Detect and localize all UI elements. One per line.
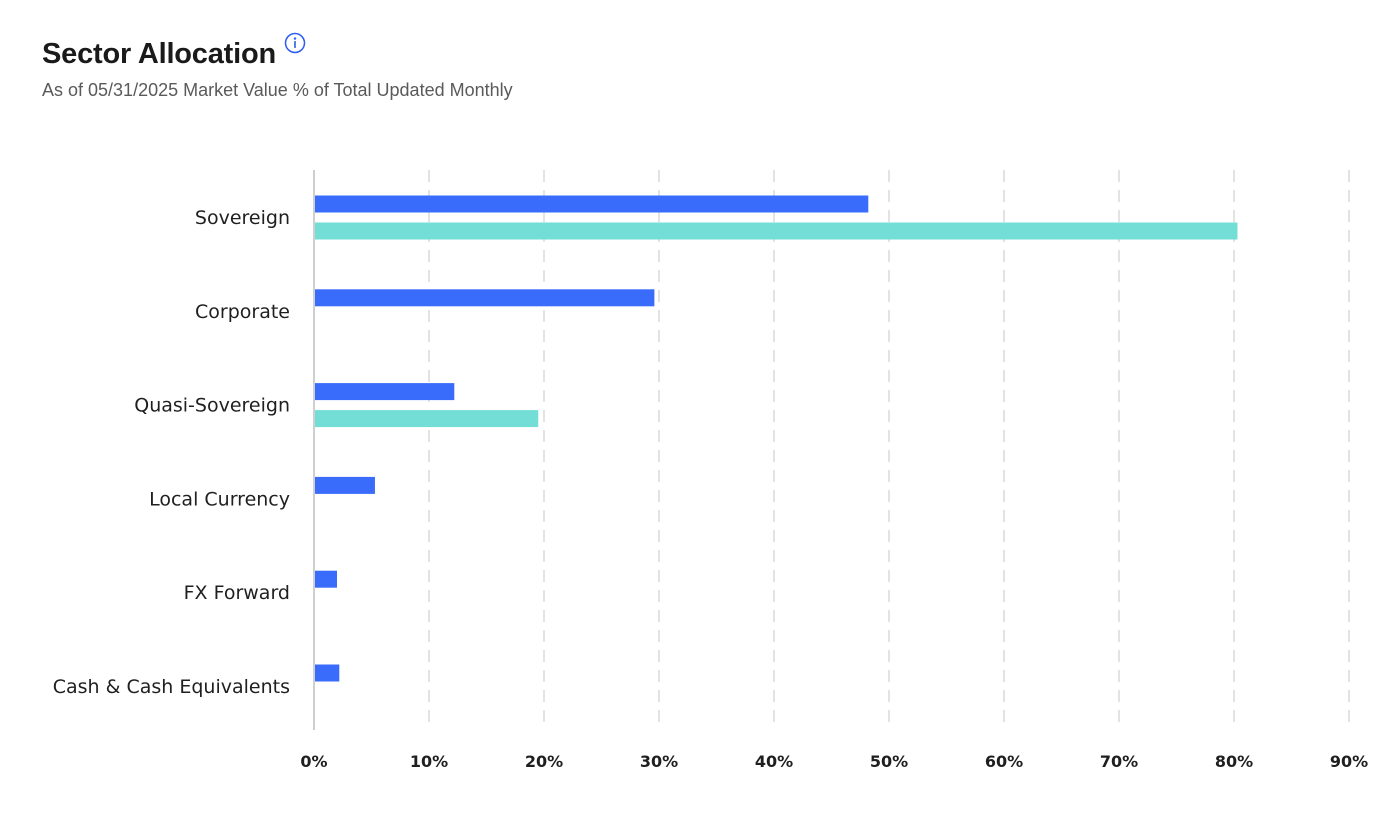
x-tick-label: 90% bbox=[1330, 752, 1368, 771]
x-tick-label: 70% bbox=[1100, 752, 1138, 771]
title-row: Sector Allocation bbox=[42, 32, 513, 76]
x-tick-label: 80% bbox=[1215, 752, 1253, 771]
x-tick-label: 0% bbox=[300, 752, 327, 771]
bar-series-1 bbox=[315, 570, 337, 588]
x-tick-label: 20% bbox=[525, 752, 563, 771]
x-axis-ticks: 0% 10% 20% 30% 40% 50% 60% 70% 80% 90% bbox=[300, 752, 1368, 771]
category-label: Corporate bbox=[195, 301, 290, 323]
page-title: Sector Allocation bbox=[42, 38, 277, 70]
bar-series-1 bbox=[315, 476, 375, 494]
x-tick-label: 60% bbox=[985, 752, 1023, 771]
category-label: FX Forward bbox=[184, 582, 290, 604]
bar-series-2 bbox=[315, 410, 539, 428]
bar-series-1 bbox=[315, 289, 655, 307]
labels-layer: Sovereign Corporate Quasi-Sovereign Local C… bbox=[53, 207, 290, 698]
bars-layer bbox=[315, 195, 1238, 682]
bar-series-1 bbox=[315, 195, 869, 213]
category-label: Cash & Cash Equivalents bbox=[53, 676, 290, 698]
category-label: Quasi-Sovereign bbox=[134, 395, 290, 417]
chart-header: Sector Allocation As of 05/31/2025 Marke… bbox=[42, 32, 513, 102]
x-tick-label: 50% bbox=[870, 752, 908, 771]
chart-subtitle: As of 05/31/2025 Market Value % of Total… bbox=[42, 80, 513, 100]
category-label: Sovereign bbox=[195, 207, 290, 229]
category-label: Local Currency bbox=[149, 488, 290, 510]
bar-series-2 bbox=[315, 222, 1238, 240]
grid-layer bbox=[428, 170, 1350, 730]
x-tick-label: 40% bbox=[755, 752, 793, 771]
x-tick-label: 10% bbox=[410, 752, 448, 771]
bar-series-1 bbox=[315, 664, 340, 682]
bar-series-1 bbox=[315, 383, 455, 401]
info-icon[interactable] bbox=[284, 32, 306, 54]
x-tick-label: 30% bbox=[640, 752, 678, 771]
